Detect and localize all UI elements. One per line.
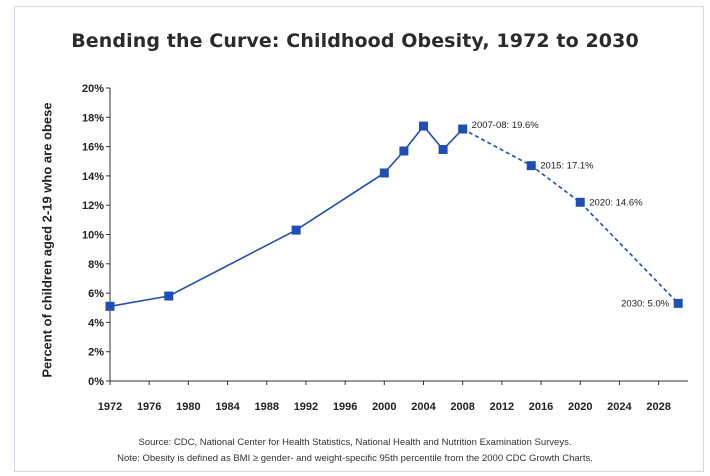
- x-tick-label: 1980: [176, 401, 200, 413]
- y-tick-label: 18%: [82, 112, 104, 124]
- data-point: [526, 161, 536, 171]
- x-tick-label: 2000: [372, 401, 396, 413]
- data-point: [575, 197, 585, 207]
- data-point: [105, 301, 115, 311]
- definition-note: Note: Obesity is defined as BMI ≥ gender…: [117, 453, 593, 464]
- x-tick-label: 2004: [411, 401, 436, 413]
- x-tick-label: 2016: [529, 401, 553, 413]
- chart-title: Bending the Curve: Childhood Obesity, 19…: [71, 30, 639, 52]
- source-note: Source: CDC, National Center for Health …: [138, 437, 572, 448]
- y-tick-labels: 0% 2% 4% 6% 8% 10% 12% 14% 16% 18% 20%: [82, 83, 104, 388]
- data-point: [164, 291, 174, 301]
- data-label: 2020: 14.6%: [589, 197, 643, 208]
- data-point: [673, 298, 683, 308]
- annotations: 2007-08: 19.6% 2015: 17.1% 2020: 14.6% 2030…: [472, 120, 670, 309]
- data-point: [418, 121, 428, 131]
- y-tick-label: 6%: [88, 288, 104, 300]
- chart-frame: [14, 6, 704, 472]
- x-tick-label: 2024: [607, 401, 632, 413]
- y-tick-label: 4%: [88, 317, 104, 329]
- data-label: 2015: 17.1%: [540, 161, 594, 172]
- data-point: [379, 168, 389, 178]
- y-tick-label: 12%: [82, 200, 104, 212]
- observed-trend-line: [109, 124, 464, 308]
- data-label: 2007-08: 19.6%: [472, 120, 540, 131]
- y-tick-label: 0%: [88, 376, 104, 388]
- y-tick-label: 8%: [88, 259, 104, 271]
- data-points: [105, 121, 683, 311]
- x-tick-label: 1972: [98, 401, 122, 413]
- x-tick-label: 2028: [646, 401, 670, 413]
- x-tick-label: 2020: [568, 401, 592, 413]
- data-point: [291, 225, 301, 235]
- x-tick-label: 2008: [450, 401, 474, 413]
- y-tick-label: 10%: [82, 230, 104, 242]
- series-lines: [109, 124, 679, 308]
- x-tick-label: 1984: [215, 401, 240, 413]
- x-tick-labels: 1972 1976 1980 1984 1988 1992 1996 2000 2004 2008…: [98, 401, 671, 413]
- data-point: [458, 124, 468, 134]
- data-point: [399, 146, 409, 156]
- x-tick-label: 1992: [294, 401, 318, 413]
- data-label: 2030: 5.0%: [621, 298, 670, 309]
- projected-trend-line: [462, 128, 679, 304]
- x-tick-label: 1996: [333, 401, 357, 413]
- axes: [106, 87, 688, 385]
- x-tick-label: 1976: [137, 401, 161, 413]
- y-tick-label: 16%: [82, 142, 104, 154]
- y-tick-label: 14%: [82, 171, 104, 183]
- x-tick-label: 1988: [255, 401, 279, 413]
- x-tick-label: 2012: [490, 401, 514, 413]
- y-tick-label: 2%: [88, 347, 104, 359]
- data-point: [438, 145, 448, 155]
- y-tick-label: 20%: [82, 83, 104, 95]
